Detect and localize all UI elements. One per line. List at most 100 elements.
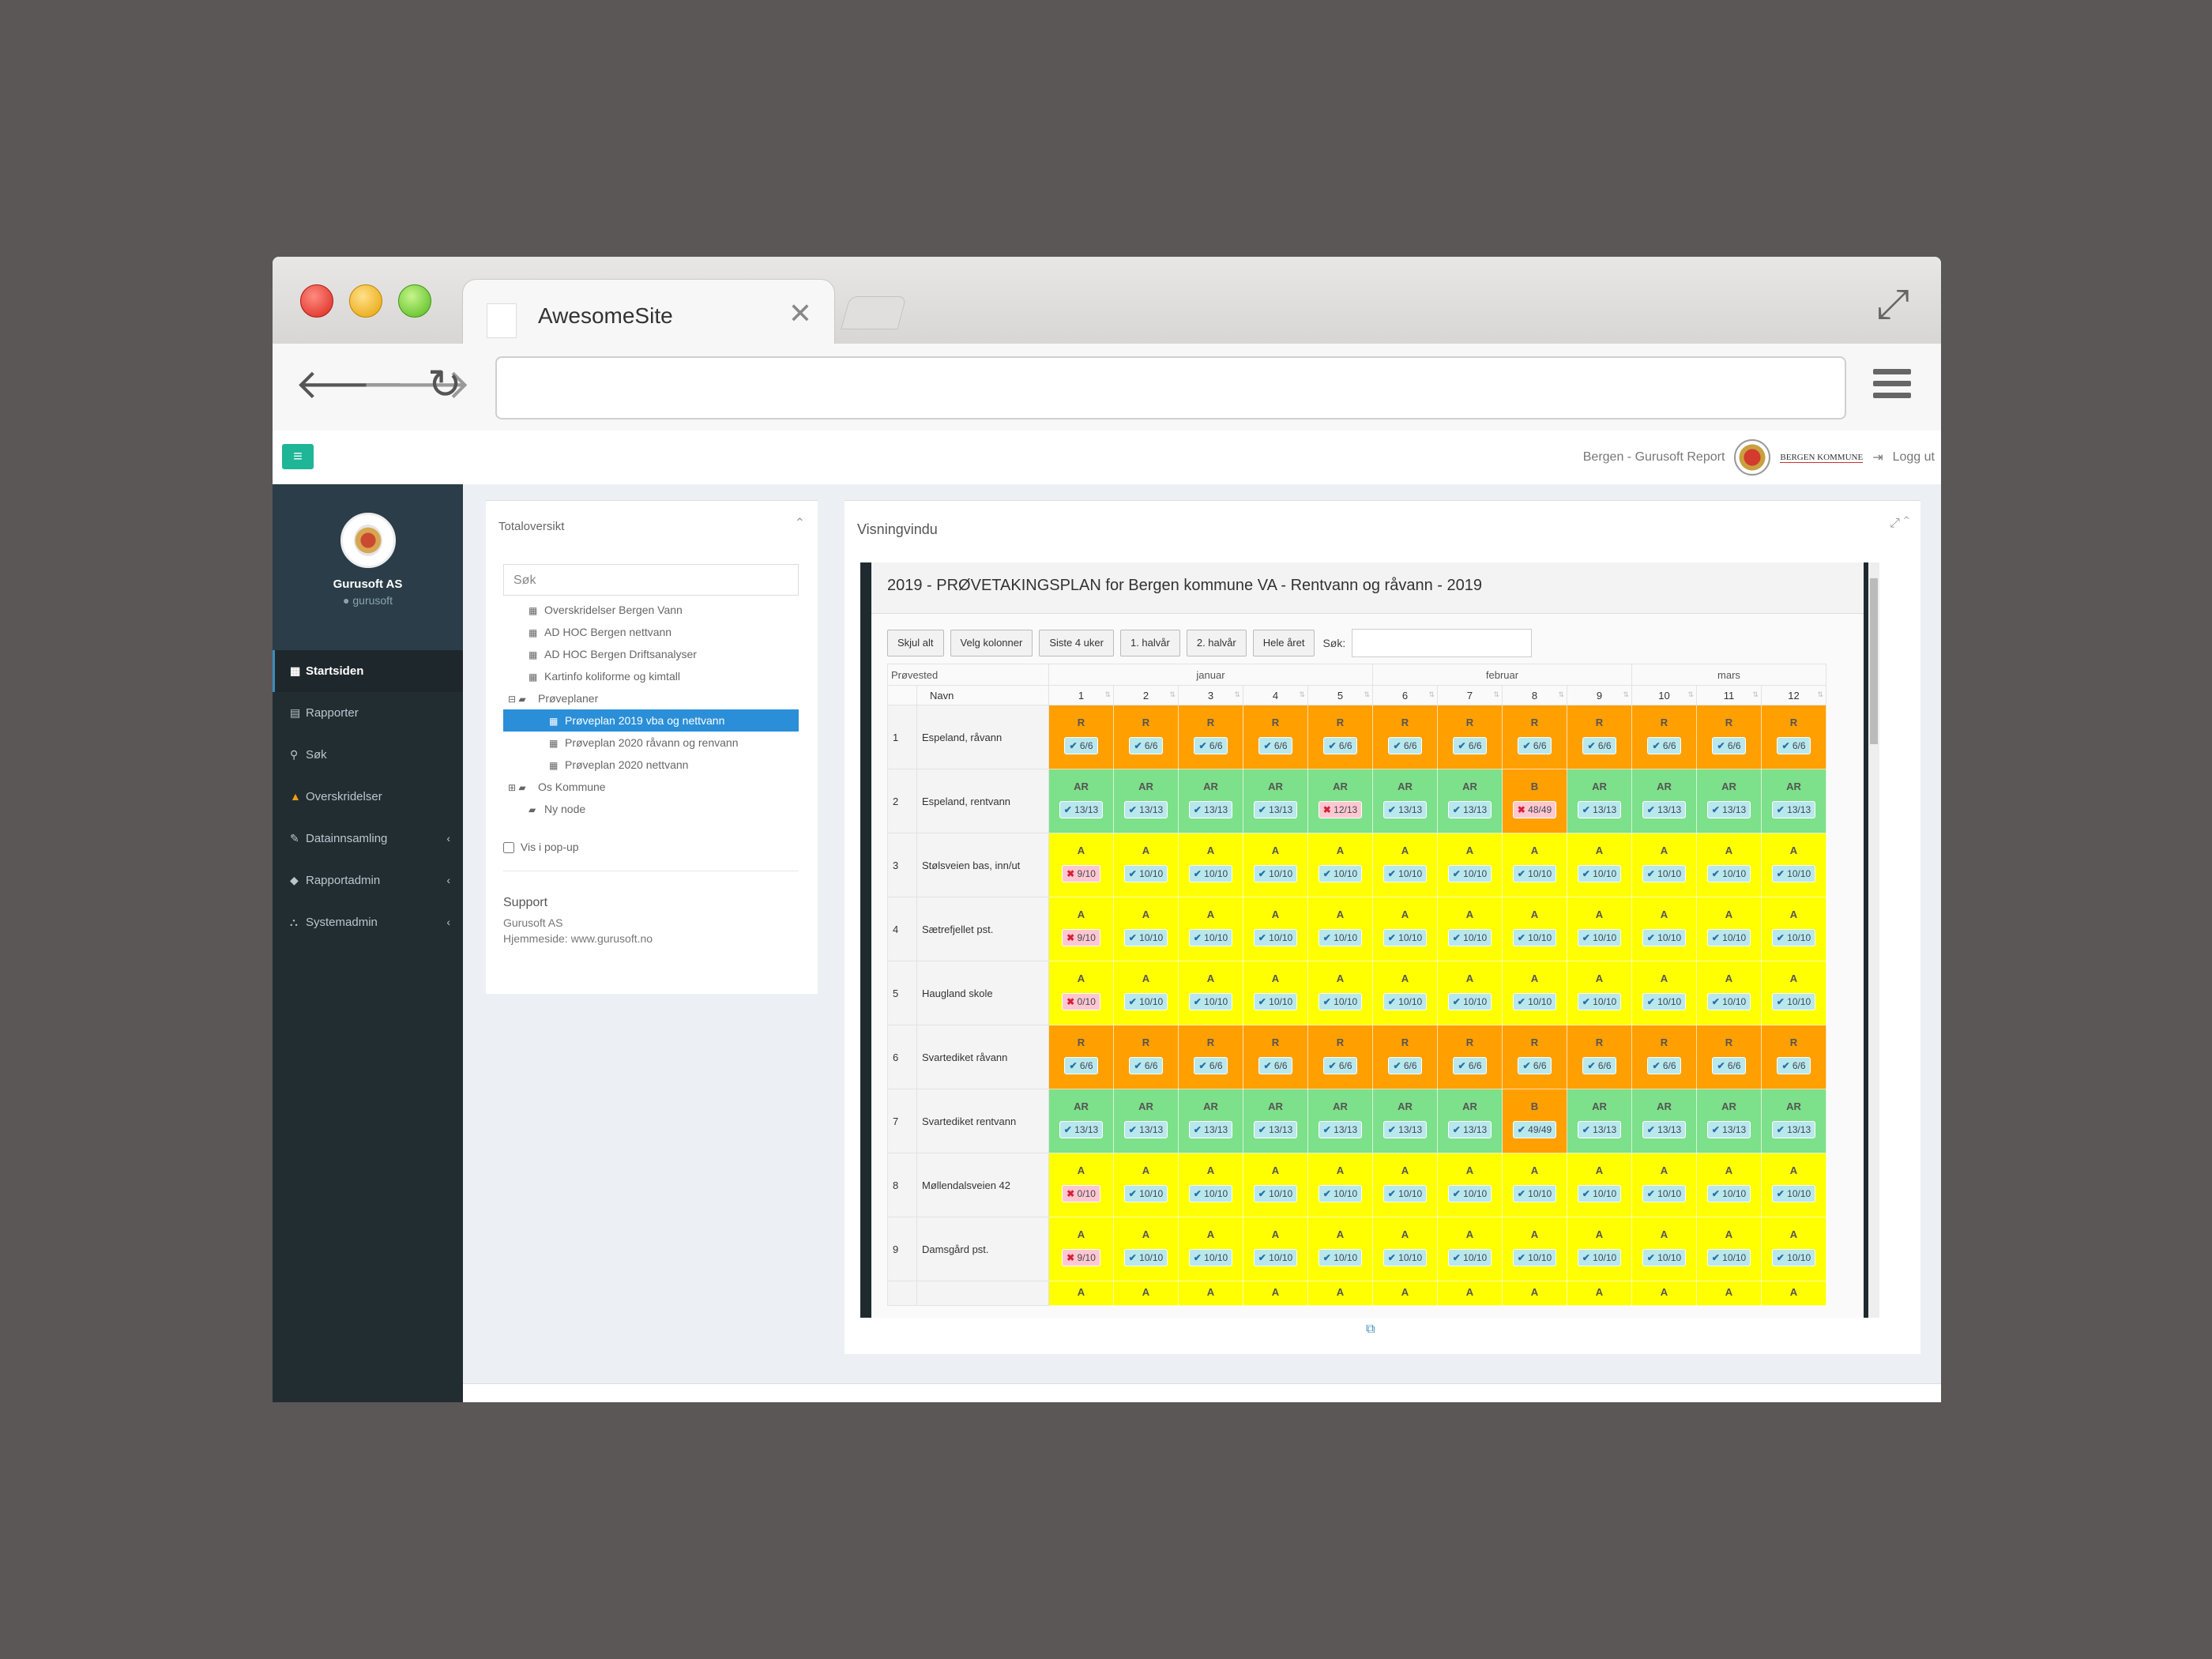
filter-button[interactable]: 1. halvår	[1119, 630, 1180, 656]
plan-cell[interactable]: A ✔ 10/10	[1113, 1217, 1179, 1281]
plan-cell[interactable]: A ✔ 10/10	[1113, 833, 1179, 897]
status-ok-badge[interactable]: ✔ 13/13	[1188, 801, 1233, 818]
status-fail-badge[interactable]: ✖ 9/10	[1062, 1249, 1100, 1266]
status-ok-badge[interactable]: ✔ 10/10	[1318, 1185, 1363, 1202]
status-fail-badge[interactable]: ✖ 9/10	[1062, 865, 1100, 882]
plan-cell[interactable]: A ✔ 10/10	[1567, 833, 1632, 897]
status-ok-badge[interactable]: ✔ 10/10	[1447, 865, 1492, 882]
filter-button[interactable]: Skjul alt	[887, 630, 944, 656]
plan-cell[interactable]: A ✔ 10/10	[1567, 1217, 1632, 1281]
plan-cell[interactable]: A ✖ 0/10	[1048, 961, 1114, 1025]
plan-cell[interactable]: A ✔ 10/10	[1307, 961, 1373, 1025]
tree-search-input[interactable]: Søk	[503, 564, 799, 596]
plan-cell[interactable]: A	[1048, 1281, 1114, 1306]
plan-cell[interactable]: R ✔ 6/6	[1696, 705, 1762, 769]
plan-cell[interactable]: A ✔ 10/10	[1178, 1217, 1243, 1281]
sidebar-item-rapportadmin[interactable]: ◆ Rapportadmin ‹	[273, 860, 463, 901]
new-tab-button[interactable]	[841, 296, 907, 329]
plan-cell[interactable]: AR ✔ 13/13	[1372, 769, 1438, 833]
plan-cell[interactable]: R ✔ 6/6	[1761, 1025, 1826, 1089]
status-ok-badge[interactable]: ✔ 10/10	[1382, 865, 1428, 882]
status-ok-badge[interactable]: ✔ 10/10	[1512, 1249, 1557, 1266]
plan-cell[interactable]: A ✔ 10/10	[1372, 833, 1438, 897]
tree-node[interactable]: ▦ Kartinfo koliforme og kimtall	[503, 665, 799, 687]
status-ok-badge[interactable]: ✔ 10/10	[1318, 1249, 1363, 1266]
status-ok-badge[interactable]: ✔ 6/6	[1777, 737, 1811, 754]
plan-cell[interactable]: A ✔ 10/10	[1372, 1217, 1438, 1281]
plan-cell[interactable]: AR ✖ 12/13	[1307, 769, 1373, 833]
status-ok-badge[interactable]: ✔ 10/10	[1447, 929, 1492, 946]
status-ok-badge[interactable]: ✔ 10/10	[1123, 929, 1168, 946]
status-ok-badge[interactable]: ✔ 6/6	[1712, 1057, 1746, 1074]
plan-cell[interactable]: A ✔ 10/10	[1437, 961, 1503, 1025]
status-ok-badge[interactable]: ✔ 10/10	[1512, 993, 1557, 1010]
status-ok-badge[interactable]: ✔ 13/13	[1123, 1121, 1168, 1138]
status-ok-badge[interactable]: ✔ 10/10	[1706, 993, 1751, 1010]
status-ok-badge[interactable]: ✔ 10/10	[1512, 1185, 1557, 1202]
status-ok-badge[interactable]: ✔ 13/13	[1382, 1121, 1428, 1138]
tree-node[interactable]: ⊞ ▰ Os Kommune	[503, 776, 799, 798]
header-week[interactable]: 5 ⇅	[1307, 685, 1373, 705]
plan-cell[interactable]: B ✔ 49/49	[1502, 1089, 1567, 1153]
filter-button[interactable]: Hele året	[1252, 630, 1315, 656]
plan-cell[interactable]: A ✔ 10/10	[1761, 1153, 1826, 1217]
plan-cell[interactable]: R ✔ 6/6	[1502, 1025, 1567, 1089]
minimize-window-button[interactable]	[349, 284, 382, 318]
status-ok-badge[interactable]: ✔ 13/13	[1188, 1121, 1233, 1138]
status-ok-badge[interactable]: ✔ 6/6	[1712, 737, 1746, 754]
status-ok-badge[interactable]: ✔ 10/10	[1642, 1185, 1687, 1202]
status-ok-badge[interactable]: ✔ 6/6	[1453, 1057, 1487, 1074]
plan-cell[interactable]: AR ✔ 13/13	[1696, 1089, 1762, 1153]
plan-cell[interactable]: AR ✔ 13/13	[1372, 1089, 1438, 1153]
plan-cell[interactable]: A ✔ 10/10	[1437, 1217, 1503, 1281]
sidebar-item-datainnsamling[interactable]: ✎ Datainnsamling ‹	[273, 818, 463, 860]
logout-icon[interactable]: ⇥	[1872, 451, 1883, 465]
plan-cell[interactable]: A	[1372, 1281, 1438, 1306]
popup-checkbox[interactable]	[503, 842, 514, 854]
status-ok-badge[interactable]: ✔ 6/6	[1323, 1057, 1357, 1074]
status-ok-badge[interactable]: ✔ 6/6	[1518, 737, 1552, 754]
plan-cell[interactable]: A ✔ 10/10	[1567, 1153, 1632, 1217]
status-ok-badge[interactable]: ✔ 10/10	[1706, 929, 1751, 946]
status-ok-badge[interactable]: ✔ 6/6	[1129, 737, 1163, 754]
sidebar-item-startsiden[interactable]: ▦ Startsiden	[273, 650, 463, 692]
plan-cell[interactable]: R ✔ 6/6	[1048, 705, 1114, 769]
plan-cell[interactable]: A ✔ 10/10	[1631, 1153, 1697, 1217]
plan-cell[interactable]: AR ✔ 13/13	[1696, 769, 1762, 833]
plan-cell[interactable]: A ✔ 10/10	[1372, 961, 1438, 1025]
status-ok-badge[interactable]: ✔ 10/10	[1318, 865, 1363, 882]
plan-cell[interactable]: A ✔ 10/10	[1307, 833, 1373, 897]
status-ok-badge[interactable]: ✔ 13/13	[1642, 1121, 1687, 1138]
status-ok-badge[interactable]: ✔ 10/10	[1577, 993, 1622, 1010]
header-week[interactable]: 1 ⇅	[1048, 685, 1114, 705]
status-ok-badge[interactable]: ✔ 10/10	[1253, 1185, 1298, 1202]
plan-cell[interactable]: A ✔ 10/10	[1502, 961, 1567, 1025]
plan-cell[interactable]: A ✔ 10/10	[1437, 897, 1503, 961]
plan-cell[interactable]: R ✔ 6/6	[1113, 705, 1179, 769]
close-window-button[interactable]	[300, 284, 333, 318]
status-ok-badge[interactable]: ✔ 13/13	[1577, 801, 1622, 818]
status-ok-badge[interactable]: ✔ 10/10	[1188, 865, 1233, 882]
plan-cell[interactable]: A ✔ 10/10	[1307, 1153, 1373, 1217]
status-ok-badge[interactable]: ✔ 10/10	[1188, 1249, 1233, 1266]
plan-cell[interactable]: A ✔ 10/10	[1631, 1217, 1697, 1281]
plan-cell[interactable]: A ✖ 9/10	[1048, 833, 1114, 897]
plan-cell[interactable]: AR ✔ 13/13	[1243, 1089, 1308, 1153]
status-ok-badge[interactable]: ✔ 13/13	[1318, 1121, 1363, 1138]
plan-cell[interactable]: AR ✔ 13/13	[1567, 769, 1632, 833]
status-ok-badge[interactable]: ✔ 13/13	[1642, 801, 1687, 818]
plan-cell[interactable]: AR ✔ 13/13	[1113, 769, 1179, 833]
plan-cell[interactable]: A ✔ 10/10	[1696, 833, 1762, 897]
status-ok-badge[interactable]: ✔ 10/10	[1253, 1249, 1298, 1266]
header-week[interactable]: 4 ⇅	[1243, 685, 1308, 705]
status-ok-badge[interactable]: ✔ 13/13	[1123, 801, 1168, 818]
plan-cell[interactable]: A ✔ 10/10	[1178, 897, 1243, 961]
external-link-icon[interactable]: ⧉	[1366, 1322, 1375, 1336]
header-week[interactable]: 12 ⇅	[1761, 685, 1826, 705]
status-ok-badge[interactable]: ✔ 13/13	[1253, 801, 1298, 818]
header-week[interactable]: 11 ⇅	[1696, 685, 1762, 705]
status-ok-badge[interactable]: ✔ 10/10	[1123, 1185, 1168, 1202]
status-ok-badge[interactable]: ✔ 6/6	[1064, 1057, 1098, 1074]
plan-cell[interactable]: R ✔ 6/6	[1243, 1025, 1308, 1089]
status-ok-badge[interactable]: ✔ 10/10	[1447, 993, 1492, 1010]
